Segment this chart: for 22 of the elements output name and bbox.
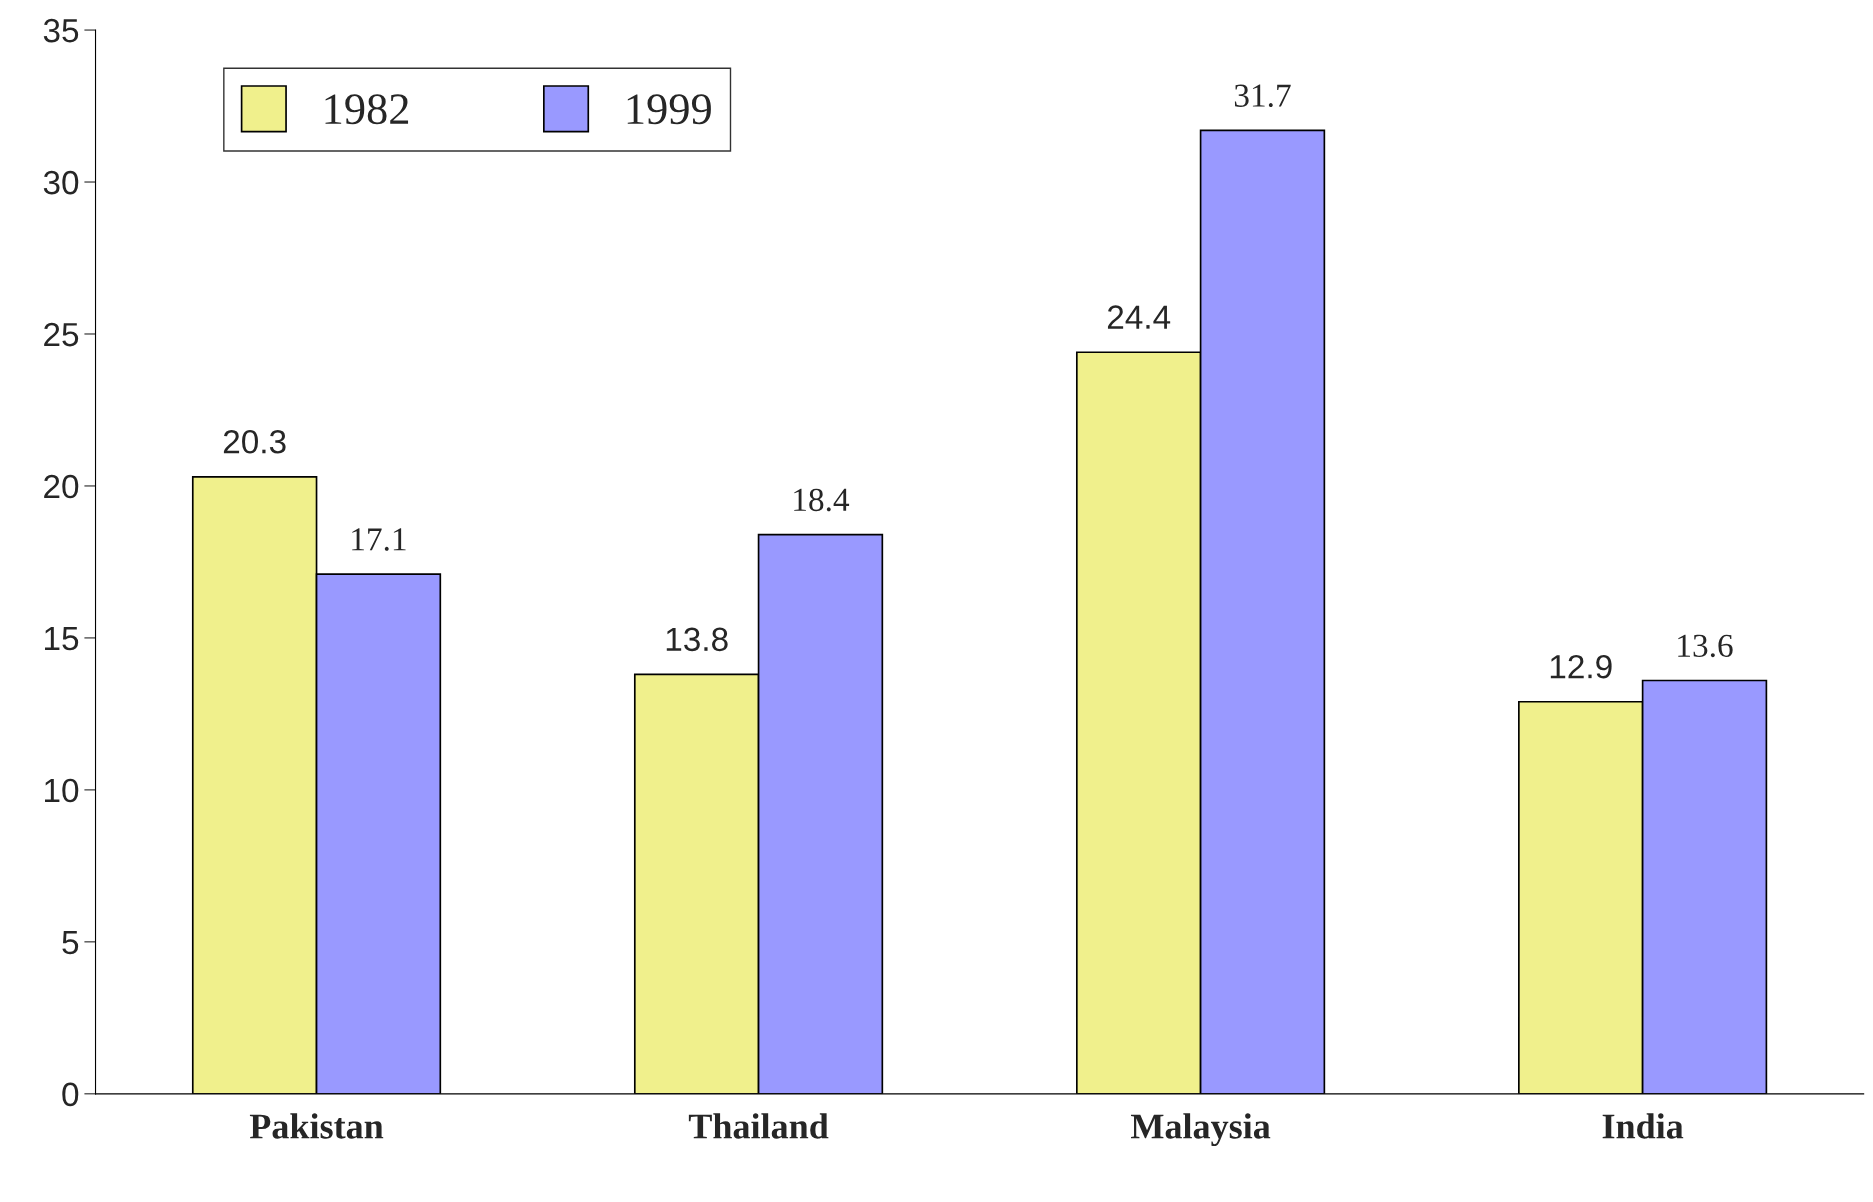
y-tick-label: 20 xyxy=(44,474,79,499)
x-tick-label: Pakistan xyxy=(249,1113,384,1139)
data-label: 24.4 xyxy=(1107,305,1171,329)
y-tick-label: 35 xyxy=(43,18,79,43)
legend-label: 1999 xyxy=(627,94,711,125)
y-tick-label: 15 xyxy=(45,627,79,651)
data-label: 13.8 xyxy=(666,627,728,652)
data-label: 18.4 xyxy=(794,488,850,512)
y-tick-label: 0 xyxy=(62,1082,79,1107)
data-label: 20.3 xyxy=(223,429,286,454)
y-tick-label: 10 xyxy=(45,778,79,803)
x-tick-label: Thailand xyxy=(688,1113,829,1139)
data-label: 31.7 xyxy=(1234,84,1291,108)
y-tick-label: 25 xyxy=(44,322,79,347)
y-tick-label: 30 xyxy=(43,170,79,195)
data-label: 17.1 xyxy=(352,528,406,551)
x-tick-label: India xyxy=(1602,1113,1684,1139)
y-tick-label: 5 xyxy=(62,931,79,955)
data-label: 13.6 xyxy=(1678,634,1733,658)
data-label: 12.9 xyxy=(1550,654,1612,679)
legend-label: 1982 xyxy=(325,94,409,125)
x-tick-label: Malaysia xyxy=(1130,1113,1271,1147)
